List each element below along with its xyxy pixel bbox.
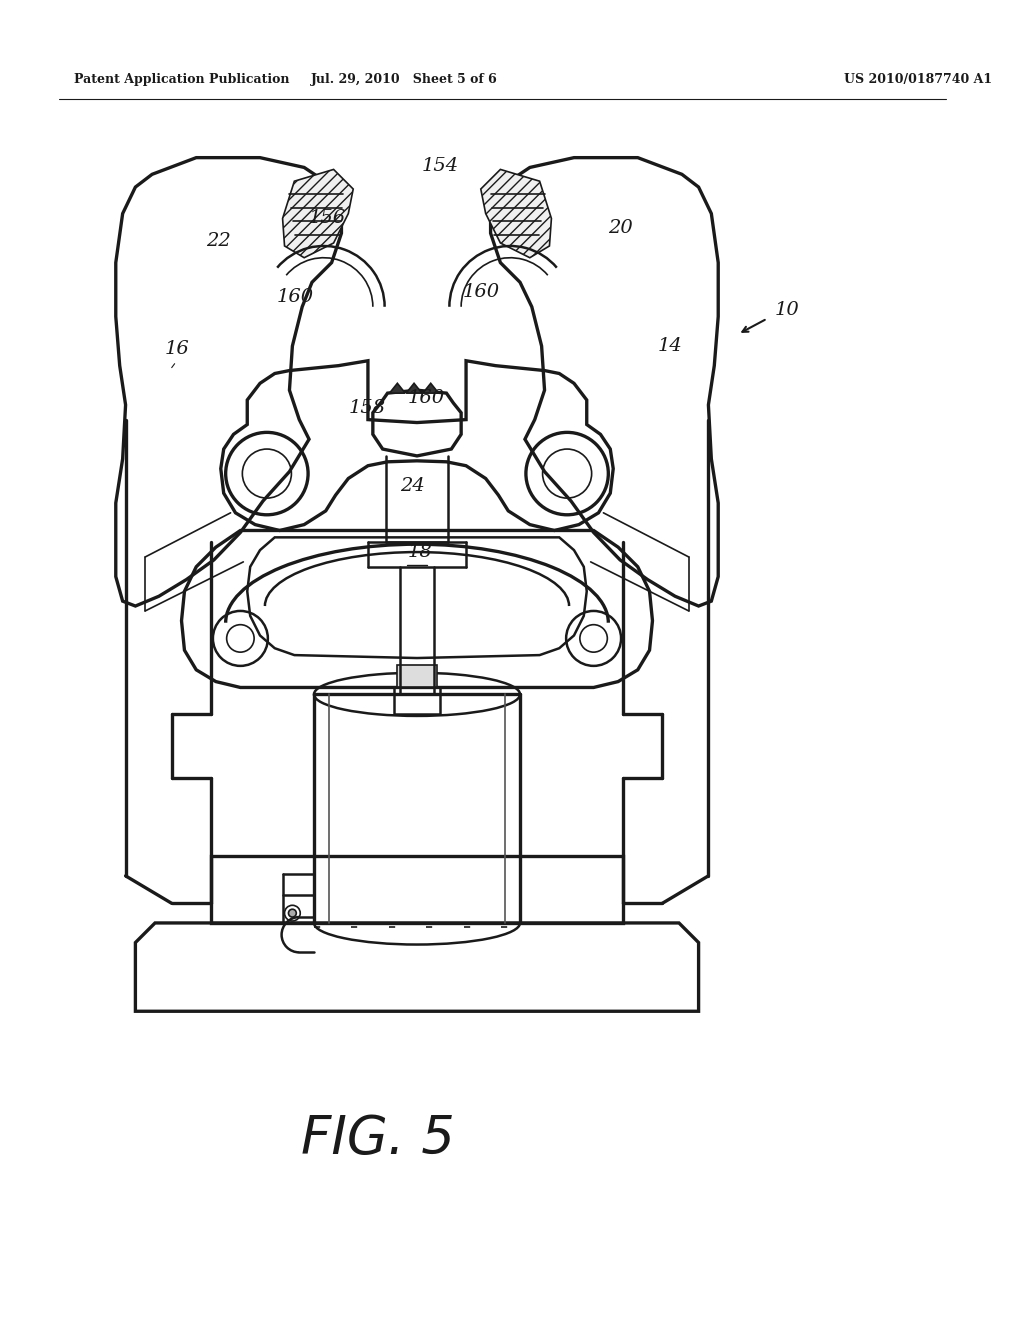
Text: 20: 20 [608, 219, 633, 238]
Circle shape [289, 909, 296, 917]
Text: 160: 160 [463, 282, 501, 301]
Polygon shape [397, 665, 436, 688]
Text: Jul. 29, 2010   Sheet 5 of 6: Jul. 29, 2010 Sheet 5 of 6 [311, 73, 498, 86]
Polygon shape [481, 169, 551, 257]
Text: 24: 24 [400, 478, 425, 495]
Text: 16: 16 [165, 339, 189, 358]
Text: 22: 22 [206, 232, 230, 249]
Text: 154: 154 [422, 157, 459, 176]
Text: FIG. 5: FIG. 5 [301, 1113, 455, 1164]
Text: 160: 160 [276, 288, 313, 306]
Polygon shape [389, 383, 406, 393]
Polygon shape [423, 383, 438, 393]
Text: 10: 10 [775, 301, 800, 318]
Text: 18: 18 [408, 543, 432, 561]
Text: 158: 158 [348, 399, 385, 417]
Text: 156: 156 [309, 210, 346, 227]
Text: Patent Application Publication: Patent Application Publication [74, 73, 289, 86]
Text: 160: 160 [408, 389, 444, 407]
Polygon shape [407, 383, 422, 393]
Polygon shape [283, 169, 353, 257]
Text: 14: 14 [657, 337, 682, 355]
Text: US 2010/0187740 A1: US 2010/0187740 A1 [844, 73, 992, 86]
